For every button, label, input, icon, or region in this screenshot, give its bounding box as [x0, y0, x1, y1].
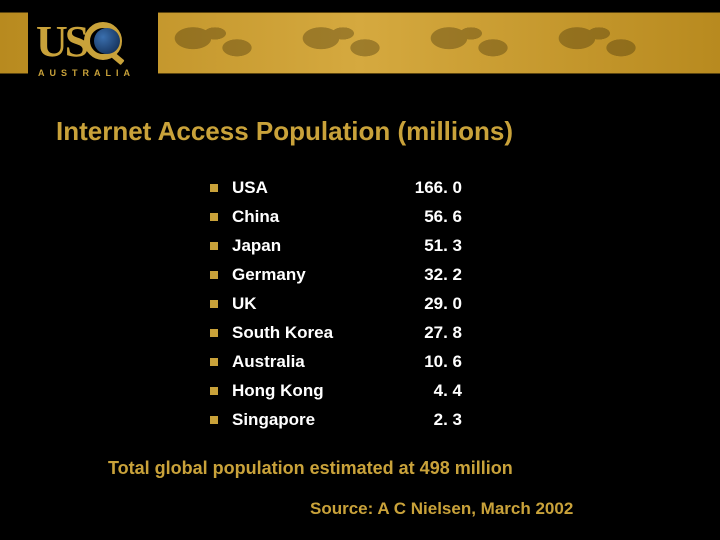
country-label: USA: [232, 178, 392, 198]
value-label: 29. 0: [392, 294, 462, 314]
bullet-icon: [210, 300, 218, 308]
country-label: UK: [232, 294, 392, 314]
list-item: Australia 10. 6: [210, 347, 510, 376]
value-label: 56. 6: [392, 207, 462, 227]
value-label: 32. 2: [392, 265, 462, 285]
bullet-icon: [210, 358, 218, 366]
value-label: 166. 0: [392, 178, 462, 198]
bullet-icon: [210, 184, 218, 192]
value-label: 27. 8: [392, 323, 462, 343]
world-map-decoration: [160, 12, 720, 74]
country-label: South Korea: [232, 323, 392, 343]
bullet-icon: [210, 242, 218, 250]
bullet-icon: [210, 329, 218, 337]
list-item: Germany 32. 2: [210, 260, 510, 289]
country-label: Japan: [232, 236, 392, 256]
list-item: USA 166. 0: [210, 173, 510, 202]
header-band: US AUSTRALIA: [0, 0, 720, 88]
logo-subtitle: AUSTRALIA: [38, 68, 135, 78]
country-label: Singapore: [232, 410, 392, 430]
list-item: Hong Kong 4. 4: [210, 376, 510, 405]
country-label: China: [232, 207, 392, 227]
logo-panel: US AUSTRALIA: [28, 12, 158, 88]
country-label: Australia: [232, 352, 392, 372]
bullet-icon: [210, 416, 218, 424]
country-label: Hong Kong: [232, 381, 392, 401]
value-label: 10. 6: [392, 352, 462, 372]
bullet-icon: [210, 271, 218, 279]
slide-title: Internet Access Population (millions): [0, 88, 720, 147]
footer-line: Total global population estimated at 498…: [108, 458, 720, 479]
list-item: Japan 51. 3: [210, 231, 510, 260]
usq-logo: US: [36, 18, 150, 62]
bullet-icon: [210, 387, 218, 395]
list-item: UK 29. 0: [210, 289, 510, 318]
list-item: China 56. 6: [210, 202, 510, 231]
country-label: Germany: [232, 265, 392, 285]
list-item: Singapore 2. 3: [210, 405, 510, 434]
value-label: 2. 3: [392, 410, 462, 430]
data-list: USA 166. 0 China 56. 6 Japan 51. 3 Germa…: [210, 173, 510, 434]
value-label: 51. 3: [392, 236, 462, 256]
source-line: Source: A C Nielsen, March 2002: [310, 499, 720, 519]
value-label: 4. 4: [392, 381, 462, 401]
list-item: South Korea 27. 8: [210, 318, 510, 347]
bullet-icon: [210, 213, 218, 221]
